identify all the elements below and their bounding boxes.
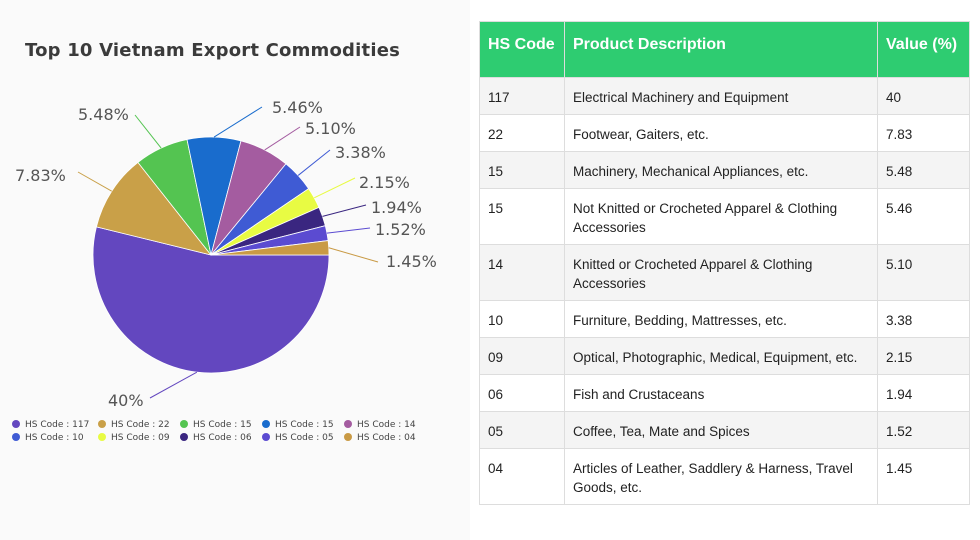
chart-title: Top 10 Vietnam Export Commodities bbox=[25, 40, 401, 61]
legend-swatch bbox=[344, 420, 352, 428]
header-hs-code: HS Code bbox=[479, 21, 565, 78]
legend-swatch bbox=[180, 433, 188, 441]
legend-swatch bbox=[180, 420, 188, 428]
slice-percent-label: 7.83% bbox=[15, 166, 66, 185]
cell-hs-code: 22 bbox=[479, 114, 565, 152]
legend-label: HS Code : 117 bbox=[25, 420, 89, 430]
legend-swatch bbox=[12, 433, 20, 441]
legend-label: HS Code : 06 bbox=[193, 433, 252, 443]
table-row: 05 Coffee, Tea, Mate and Spices 1.52 bbox=[479, 411, 970, 449]
legend-swatch bbox=[98, 433, 106, 441]
table-row: 15 Machinery, Mechanical Appliances, etc.… bbox=[479, 151, 970, 189]
cell-hs-code: 14 bbox=[479, 244, 565, 301]
table-row: 10 Furniture, Bedding, Mattresses, etc. 3.… bbox=[479, 300, 970, 338]
leader-line bbox=[297, 149, 331, 176]
cell-hs-code: 09 bbox=[479, 337, 565, 375]
cell-description: Machinery, Mechanical Appliances, etc. bbox=[564, 151, 878, 189]
legend-label: HS Code : 14 bbox=[357, 420, 416, 430]
leader-line bbox=[328, 247, 379, 263]
table-row: 04 Articles of Leather, Saddlery & Harnes… bbox=[479, 448, 970, 505]
slice-percent-label: 5.10% bbox=[305, 119, 356, 138]
leader-line bbox=[134, 114, 162, 149]
cell-hs-code: 04 bbox=[479, 448, 565, 505]
leader-line bbox=[322, 204, 367, 217]
leader-line bbox=[149, 371, 198, 399]
slice-percent-label: 1.52% bbox=[375, 220, 426, 239]
legend-label: HS Code : 10 bbox=[25, 433, 84, 443]
cell-value: 3.38 bbox=[877, 300, 970, 338]
legend-label: HS Code : 15 bbox=[275, 420, 334, 430]
cell-description: Footwear, Gaiters, etc. bbox=[564, 114, 878, 152]
table-row: 14 Knitted or Crocheted Apparel & Clothin… bbox=[479, 244, 970, 301]
cell-value: 5.48 bbox=[877, 151, 970, 189]
cell-value: 1.94 bbox=[877, 374, 970, 412]
leader-line bbox=[264, 126, 301, 151]
slice-percent-label: 2.15% bbox=[359, 173, 410, 192]
slice-percent-label: 40% bbox=[108, 391, 144, 410]
legend-swatch bbox=[262, 433, 270, 441]
commodity-table: HS Code Product Description Value (%) 11… bbox=[479, 21, 970, 505]
table-row: 15 Not Knitted or Crocheted Apparel & Clo… bbox=[479, 188, 970, 245]
table-row: 117 Electrical Machinery and Equipment 40 bbox=[479, 77, 970, 115]
legend-label: HS Code : 22 bbox=[111, 420, 170, 430]
cell-hs-code: 10 bbox=[479, 300, 565, 338]
header-value: Value (%) bbox=[877, 21, 970, 78]
slice-percent-label: 1.94% bbox=[371, 198, 422, 217]
cell-description: Coffee, Tea, Mate and Spices bbox=[564, 411, 878, 449]
cell-description: Articles of Leather, Saddlery & Harness,… bbox=[564, 448, 878, 505]
cell-hs-code: 05 bbox=[479, 411, 565, 449]
legend-swatch bbox=[262, 420, 270, 428]
leader-line bbox=[326, 227, 371, 234]
legend-label: HS Code : 15 bbox=[193, 420, 252, 430]
table-row: 06 Fish and Crustaceans 1.94 bbox=[479, 374, 970, 412]
slice-percent-label: 5.46% bbox=[272, 98, 323, 117]
legend-label: HS Code : 05 bbox=[275, 433, 334, 443]
cell-description: Furniture, Bedding, Mattresses, etc. bbox=[564, 300, 878, 338]
cell-value: 1.52 bbox=[877, 411, 970, 449]
legend-label: HS Code : 04 bbox=[357, 433, 416, 443]
commodity-table-container: HS Code Product Description Value (%) 11… bbox=[479, 21, 970, 505]
leader-line bbox=[313, 177, 356, 199]
cell-hs-code: 15 bbox=[479, 188, 565, 245]
legend-swatch bbox=[98, 420, 106, 428]
chart-panel: Top 10 Vietnam Export Commodities 40% 7.8… bbox=[0, 0, 470, 540]
legend-label: HS Code : 09 bbox=[111, 433, 170, 443]
cell-description: Not Knitted or Crocheted Apparel & Cloth… bbox=[564, 188, 878, 245]
cell-description: Knitted or Crocheted Apparel & Clothing … bbox=[564, 244, 878, 301]
legend-swatch bbox=[344, 433, 352, 441]
cell-value: 5.10 bbox=[877, 244, 970, 301]
pie-slice bbox=[95, 161, 213, 256]
pie-slice bbox=[92, 226, 330, 374]
leader-line bbox=[77, 171, 113, 192]
cell-value: 7.83 bbox=[877, 114, 970, 152]
table-row: 09 Optical, Photographic, Medical, Equipm… bbox=[479, 337, 970, 375]
cell-description: Fish and Crustaceans bbox=[564, 374, 878, 412]
pie-slice bbox=[210, 240, 330, 256]
header-product-description: Product Description bbox=[564, 21, 878, 78]
legend-swatch bbox=[12, 420, 20, 428]
slice-percent-label: 1.45% bbox=[386, 252, 437, 271]
cell-description: Electrical Machinery and Equipment bbox=[564, 77, 878, 115]
cell-hs-code: 06 bbox=[479, 374, 565, 412]
cell-value: 40 bbox=[877, 77, 970, 115]
slice-percent-label: 5.48% bbox=[78, 105, 129, 124]
cell-value: 2.15 bbox=[877, 337, 970, 375]
cell-hs-code: 15 bbox=[479, 151, 565, 189]
cell-value: 1.45 bbox=[877, 448, 970, 505]
cell-value: 5.46 bbox=[877, 188, 970, 245]
pie-chart: 40% 7.83% 5.48% 5.46% 5.10% 3.38% 2.15% 1.94% 1.… bbox=[12, 98, 437, 443]
table-row: 22 Footwear, Gaiters, etc. 7.83 bbox=[479, 114, 970, 152]
slice-percent-label: 3.38% bbox=[335, 143, 386, 162]
table-header-row: HS Code Product Description Value (%) bbox=[479, 21, 970, 78]
leader-line bbox=[213, 106, 263, 138]
cell-hs-code: 117 bbox=[479, 77, 565, 115]
cell-description: Optical, Photographic, Medical, Equipmen… bbox=[564, 337, 878, 375]
